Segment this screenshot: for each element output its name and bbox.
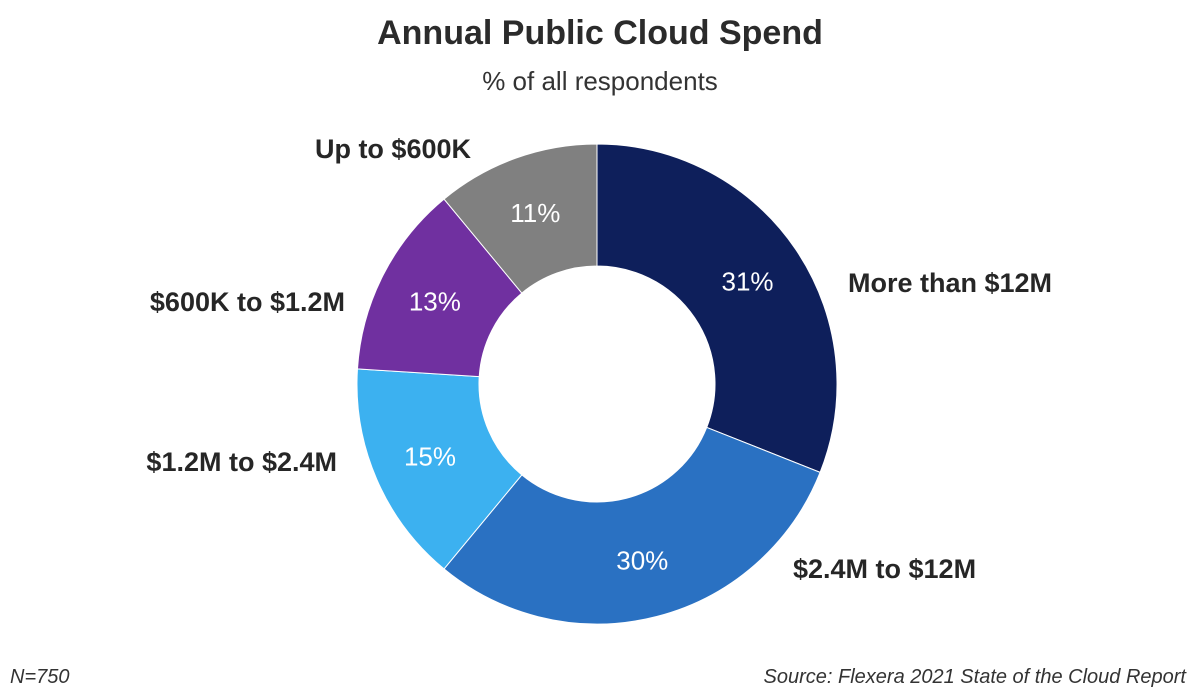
slice-2-4m-to-12m	[443, 426, 821, 625]
category-label-more-than-12m: More than $12M	[848, 268, 1052, 298]
category-label-1-2m-to-2-4m: $1.2M to $2.4M	[146, 447, 337, 477]
source-note: Source: Flexera 2021 State of the Cloud …	[763, 666, 1186, 688]
value-label-more-than-12m: 31%	[722, 267, 774, 297]
category-label-2-4m-to-12m: $2.4M to $12M	[793, 554, 976, 584]
value-label-1-2m-to-2-4m: 15%	[404, 441, 456, 471]
category-label-600k-to-1-2m: $600K to $1.2M	[150, 287, 345, 317]
value-label-600k-to-1-2m: 13%	[409, 286, 461, 316]
slice-up-to-600k	[443, 143, 598, 294]
value-label-up-to-600k: 11%	[510, 198, 560, 228]
category-label-up-to-600k: Up to $600K	[315, 134, 472, 164]
slice-more-than-12m	[596, 143, 838, 473]
chart-subtitle: % of all respondents	[482, 66, 718, 96]
slice-1-2m-to-2-4m	[356, 368, 523, 570]
chart-title: Annual Public Cloud Spend	[377, 14, 823, 52]
sample-size-note: N=750	[10, 666, 70, 688]
value-label-2-4m-to-12m: 30%	[616, 545, 668, 575]
